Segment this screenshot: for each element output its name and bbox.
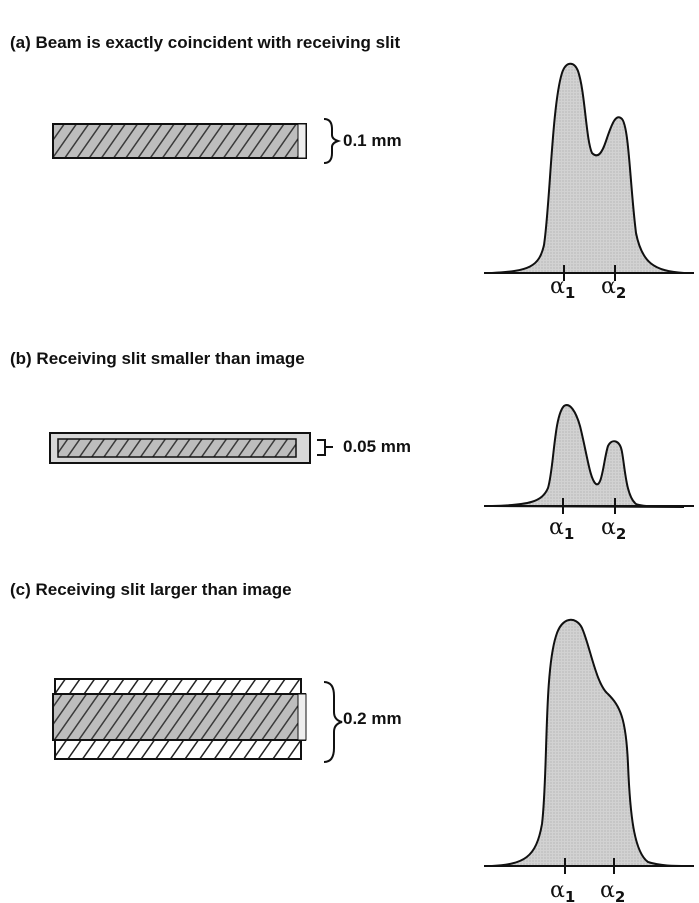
peak-curve-c [492,620,688,866]
beam-image-c [53,694,305,740]
panel-c-title: (c) Receiving slit larger than image [10,580,292,600]
slit-end-c [298,694,306,740]
alpha1-label-c: α1 [550,878,575,903]
diffraction-profile-c [484,614,694,874]
slit-diagram-c [40,672,340,772]
dimension-label-c: 0.2 mm [343,709,402,729]
peak-labels-c: α1 α2 [484,873,694,903]
alpha2-label-c: α2 [600,878,625,903]
